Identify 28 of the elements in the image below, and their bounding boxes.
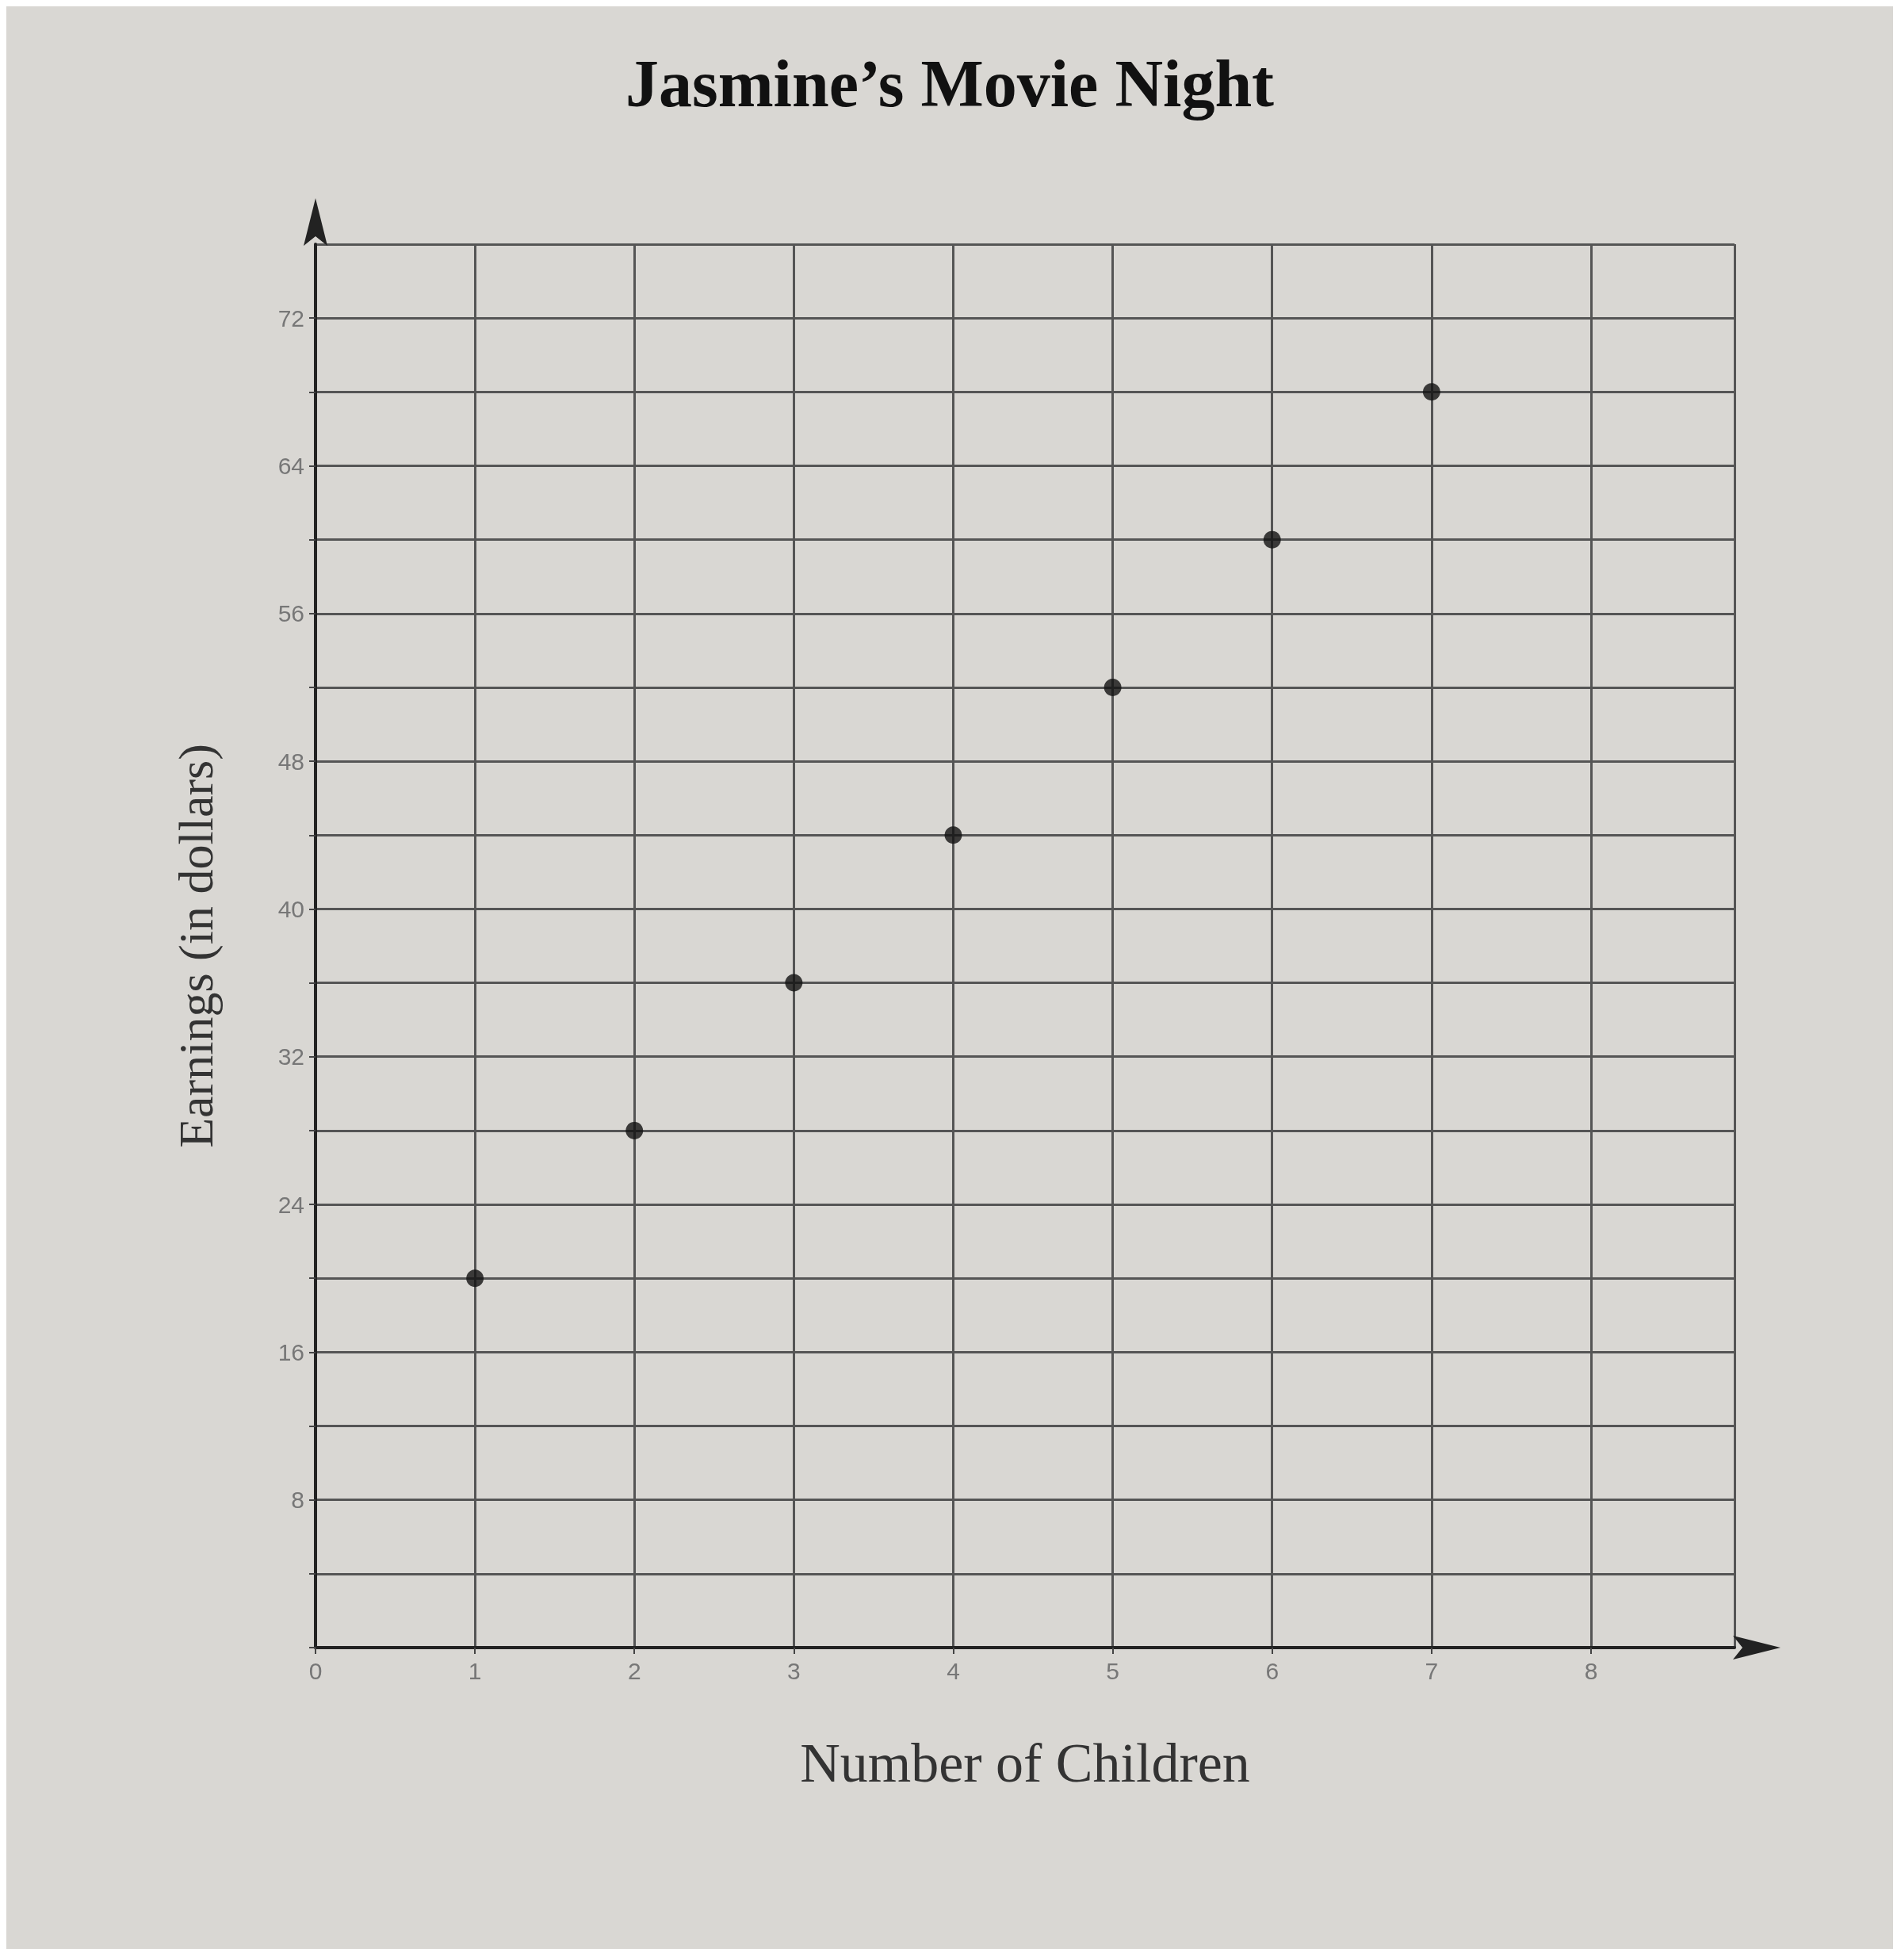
point (1103, 678, 1122, 696)
y-tick-label: 56 (277, 600, 304, 627)
y-axis-title: Earnings (in dollars) (169, 744, 224, 1148)
point (785, 974, 803, 992)
x-axis-title: Number of Children (800, 1732, 1250, 1793)
y-tick-label: 24 (277, 1191, 304, 1218)
x-tick-label: 0 (308, 1657, 323, 1684)
x-tick-label: 5 (1106, 1657, 1119, 1684)
point (625, 1121, 644, 1139)
x-tick-label: 6 (1265, 1657, 1279, 1684)
y-tick-label: 48 (277, 748, 304, 775)
y-tick-label: 40 (277, 895, 304, 922)
x-tick-label: 1 (468, 1657, 482, 1684)
point (944, 826, 962, 844)
y-tick-label: 8 (291, 1487, 304, 1514)
point (1263, 530, 1281, 549)
y-tick-label: 64 (277, 452, 304, 479)
x-tick-label: 3 (787, 1657, 801, 1684)
y-tick-label: 16 (277, 1338, 304, 1365)
point (466, 1269, 484, 1288)
y-tick-label: 72 (277, 304, 304, 331)
x-tick-label: 7 (1425, 1657, 1439, 1684)
x-tick-label: 2 (627, 1657, 641, 1684)
x-tick-label: 4 (947, 1657, 960, 1684)
point (1422, 383, 1440, 401)
x-tick-label: 8 (1584, 1657, 1598, 1684)
y-tick-label: 32 (277, 1043, 304, 1070)
chart-title: Jasmine’s Movie Night (625, 46, 1275, 121)
